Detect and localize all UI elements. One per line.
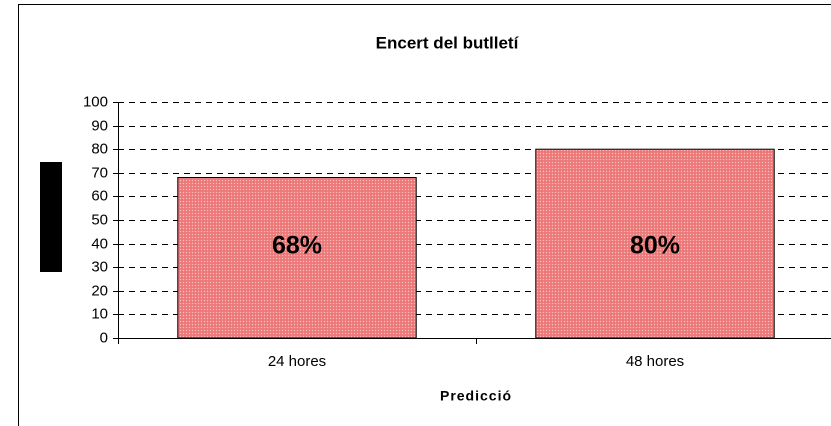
value-label: 68% [272,232,322,260]
redacted-axis-label [40,162,62,272]
y-tick-label: 100 [83,93,108,110]
chart-title: Encert del butlletí [376,33,520,52]
y-tick-label: 90 [91,117,108,134]
y-tick-label: 10 [91,305,108,322]
x-axis-label: Predicció [440,388,512,404]
y-tick-label: 80 [91,140,108,157]
y-tick-label: 50 [91,211,108,228]
y-tick-label: 0 [100,329,108,346]
y-tick-label: 20 [91,282,108,299]
y-tick-label: 40 [91,235,108,252]
bar [535,148,775,339]
x-tick-label: 48 hores [626,353,684,370]
value-label: 80% [630,232,680,260]
y-tick-label: 30 [91,258,108,275]
x-tick-label: 24 hores [268,353,326,370]
y-tick-label: 70 [91,164,108,181]
bar [177,177,417,339]
y-tick-label: 60 [91,187,108,204]
